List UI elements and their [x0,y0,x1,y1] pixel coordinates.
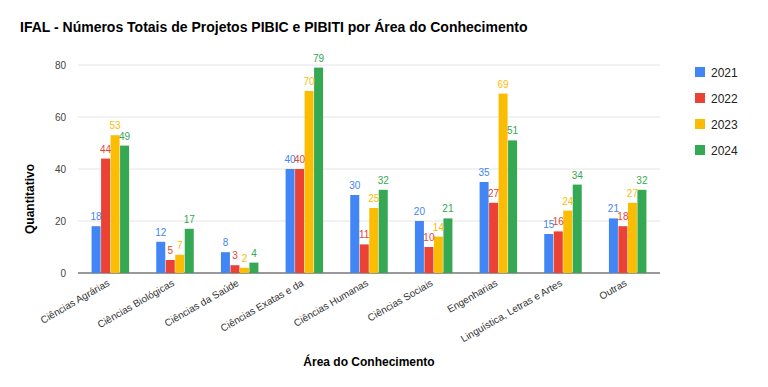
data-label: 4 [251,248,257,259]
data-label: 53 [110,120,122,131]
data-label: 20 [414,206,426,217]
data-label: 21 [442,203,454,214]
legend-swatch [695,67,705,77]
grid-line [78,221,660,222]
data-label: 32 [378,175,390,186]
y-tick-label: 0 [60,268,66,279]
bar [489,203,498,273]
chart: IFAL - Números Totais de Projetos PIBIC … [0,0,768,387]
bar [379,190,388,273]
bar [101,159,110,273]
y-tick-label: 60 [55,112,67,123]
bar [499,94,508,273]
x-tick-label: Linguística, Letras e Artes [459,277,564,344]
bar [415,221,424,273]
data-label: 69 [498,79,510,90]
bar [424,247,433,273]
grid-line [78,117,660,118]
data-label: 2 [242,253,248,264]
data-label: 18 [617,211,629,222]
data-label: 34 [572,170,584,181]
bar [249,263,258,273]
legend-label: 2024 [711,144,738,158]
data-label: 27 [488,188,500,199]
bar [120,146,129,273]
bar [92,226,101,273]
y-tick-label: 40 [55,164,67,175]
x-tick-label: Ciências Humanas [292,277,370,328]
data-label: 18 [91,211,103,222]
x-tick-label: Outras [597,277,628,302]
data-labels: 1812840302035152144534011102716185372702… [91,53,648,264]
data-label: 14 [433,222,445,233]
bar [350,195,359,273]
bar [573,185,582,273]
legend-swatch [695,119,705,129]
bar [111,135,120,273]
bar [443,218,452,273]
data-label: 11 [359,229,370,240]
bar [175,255,184,273]
data-label: 27 [627,188,639,199]
bar [286,169,295,273]
bar [628,203,637,273]
data-label: 10 [423,232,435,243]
bar [240,268,249,273]
data-label: 12 [155,227,167,238]
x-axis-label: Área do Conhecimento [303,354,434,369]
data-label: 17 [184,214,196,225]
data-label: 51 [507,125,519,136]
legend-label: 2023 [711,118,738,132]
bar [360,244,369,273]
bar [544,234,553,273]
grid-line [78,65,660,66]
data-label: 5 [167,245,173,256]
bar [166,260,175,273]
title: IFAL - Números Totais de Projetos PIBIC … [20,19,527,35]
data-label: 79 [313,53,325,64]
y-axis-label: Quantitativo [23,164,37,234]
data-label: 25 [368,193,380,204]
data-label: 32 [636,175,648,186]
bar [618,226,627,273]
bar [563,211,572,273]
data-label: 35 [479,167,491,178]
bar [637,190,646,273]
bar [434,237,443,273]
data-label: 49 [119,131,131,142]
legend-swatch [695,145,705,155]
legend-label: 2022 [711,92,738,106]
bar [314,68,323,273]
x-tick-label: Ciências Exatas e da [218,277,305,334]
data-label: 30 [349,180,361,191]
bar [508,140,517,273]
legend-label: 2021 [711,66,738,80]
data-label: 24 [562,196,574,207]
data-label: 7 [177,240,183,251]
bar [156,242,165,273]
bar [221,252,230,273]
data-label: 3 [232,250,238,261]
bar [305,91,314,273]
bar [185,229,194,273]
y-tick-label: 20 [55,216,67,227]
data-label: 70 [304,76,316,87]
bar [230,265,239,273]
y-tick-label: 80 [55,60,67,71]
grid-line [78,273,660,274]
data-label: 16 [553,216,565,227]
bar [295,169,304,273]
data-label: 40 [294,154,306,165]
bar [369,208,378,273]
x-tick-label: Ciências Sociais [366,277,435,323]
data-label: 8 [223,237,229,248]
legend-swatch [695,93,705,103]
bar [609,218,618,273]
bars [92,68,647,273]
x-tick-label: Engenharias [445,277,499,315]
bar [554,231,563,273]
data-label: 44 [100,144,112,155]
